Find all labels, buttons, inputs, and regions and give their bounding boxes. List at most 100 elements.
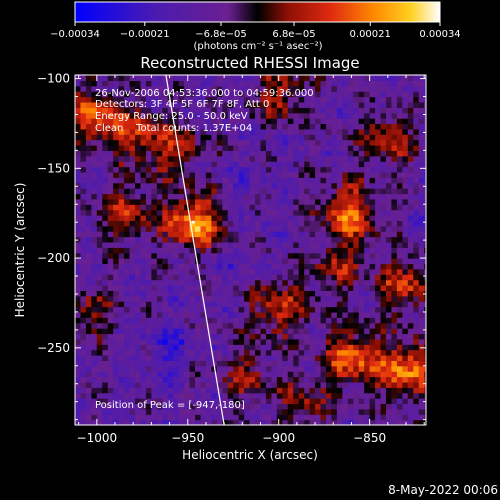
heatmap-cell <box>227 344 234 351</box>
heatmap-cell <box>113 204 120 211</box>
heatmap-cell <box>113 355 120 361</box>
heatmap-cell <box>260 215 267 221</box>
heatmap-cell <box>396 387 403 394</box>
heatmap-cell <box>85 145 92 151</box>
heatmap-cell <box>195 408 202 415</box>
heatmap-cell <box>75 182 82 189</box>
heatmap-cell <box>271 285 278 291</box>
heatmap-cell <box>385 204 393 211</box>
heatmap-cell <box>396 101 403 108</box>
heatmap-cell <box>375 247 382 254</box>
heatmap-cell <box>75 123 82 130</box>
heatmap-cell <box>244 241 251 248</box>
heatmap-cell <box>162 96 169 103</box>
heatmap-cell <box>424 268 426 275</box>
heatmap-cell <box>145 236 152 243</box>
heatmap-cell <box>107 268 114 275</box>
heatmap-cell <box>293 155 300 162</box>
heatmap-cell <box>244 75 251 81</box>
heatmap-cell <box>91 328 98 335</box>
heatmap-cell <box>222 371 229 378</box>
heatmap-cell <box>162 376 169 383</box>
heatmap-cell <box>265 101 273 108</box>
heatmap-cell <box>233 177 240 184</box>
heatmap-cell <box>271 381 278 388</box>
heatmap-cell <box>320 166 327 173</box>
heatmap-cell <box>304 419 311 425</box>
heatmap-cell <box>271 118 278 125</box>
heatmap-cell <box>178 123 185 130</box>
heatmap-cell <box>276 215 283 221</box>
heatmap-cell <box>315 306 322 313</box>
heatmap-cell <box>156 209 163 216</box>
heatmap-cell <box>385 134 393 141</box>
heatmap-cell <box>222 80 229 87</box>
heatmap-cell <box>233 317 240 324</box>
heatmap-cell <box>238 408 245 415</box>
heatmap-cell <box>309 381 316 388</box>
heatmap-cell <box>380 322 387 329</box>
heatmap-cell <box>298 381 305 388</box>
heatmap-cell <box>91 123 98 130</box>
heatmap-cell <box>331 75 338 81</box>
heatmap-cell <box>282 349 289 356</box>
heatmap-cell <box>85 155 92 162</box>
heatmap-cell <box>227 252 234 259</box>
heatmap-cell <box>271 301 278 308</box>
heatmap-cell <box>195 290 202 297</box>
heatmap-cell <box>369 328 376 335</box>
heatmap-cell <box>233 101 240 108</box>
heatmap-cell <box>249 381 256 388</box>
heatmap-cell <box>211 225 218 232</box>
heatmap-cell <box>402 139 409 146</box>
heatmap-cell <box>118 301 125 308</box>
heatmap-cell <box>200 349 207 356</box>
heatmap-cell <box>424 317 426 324</box>
heatmap-cell <box>102 188 109 195</box>
heatmap-cell <box>358 365 365 372</box>
heatmap-cell <box>233 376 240 383</box>
heatmap-cell <box>162 403 169 410</box>
heatmap-cell <box>380 419 387 425</box>
heatmap-cell <box>364 258 371 265</box>
heatmap-cell <box>418 268 425 275</box>
heatmap-cell <box>293 134 300 141</box>
heatmap-cell <box>75 387 82 394</box>
heatmap-cell <box>85 285 92 291</box>
heatmap-cell <box>315 145 322 151</box>
heatmap-cell <box>102 387 109 394</box>
heatmap-cell <box>249 263 256 270</box>
heatmap-cell <box>178 155 185 162</box>
heatmap-cell <box>402 101 409 108</box>
heatmap-cell <box>353 112 360 119</box>
heatmap-cell <box>184 333 191 340</box>
heatmap-cell <box>391 80 398 87</box>
heatmap-cell <box>353 236 360 243</box>
heatmap-cell <box>276 220 283 227</box>
heatmap-cell <box>189 101 196 108</box>
heatmap-cell <box>145 150 152 157</box>
heatmap-cell <box>178 333 185 340</box>
heatmap-cell <box>227 96 234 103</box>
heatmap-cell <box>118 252 125 259</box>
heatmap-cell <box>195 177 202 184</box>
heatmap-cell <box>118 392 125 399</box>
heatmap-cell <box>173 311 180 318</box>
heatmap-cell <box>113 274 120 281</box>
heatmap-cell <box>364 322 371 329</box>
heatmap-cell <box>336 295 343 302</box>
heatmap-cell <box>402 123 409 130</box>
heatmap-cell <box>200 403 207 410</box>
heatmap-cell <box>244 225 251 232</box>
heatmap-cell <box>358 285 365 291</box>
heatmap-cell <box>298 215 305 221</box>
heatmap-cell <box>276 268 283 275</box>
heatmap-cell <box>178 263 185 270</box>
heatmap-cell <box>315 408 322 415</box>
heatmap-cell <box>309 279 316 286</box>
heatmap-cell <box>140 225 147 232</box>
heatmap-cell <box>276 150 283 157</box>
heatmap-cell <box>145 344 152 351</box>
heatmap-cell <box>107 263 114 270</box>
heatmap-cell <box>227 408 234 415</box>
